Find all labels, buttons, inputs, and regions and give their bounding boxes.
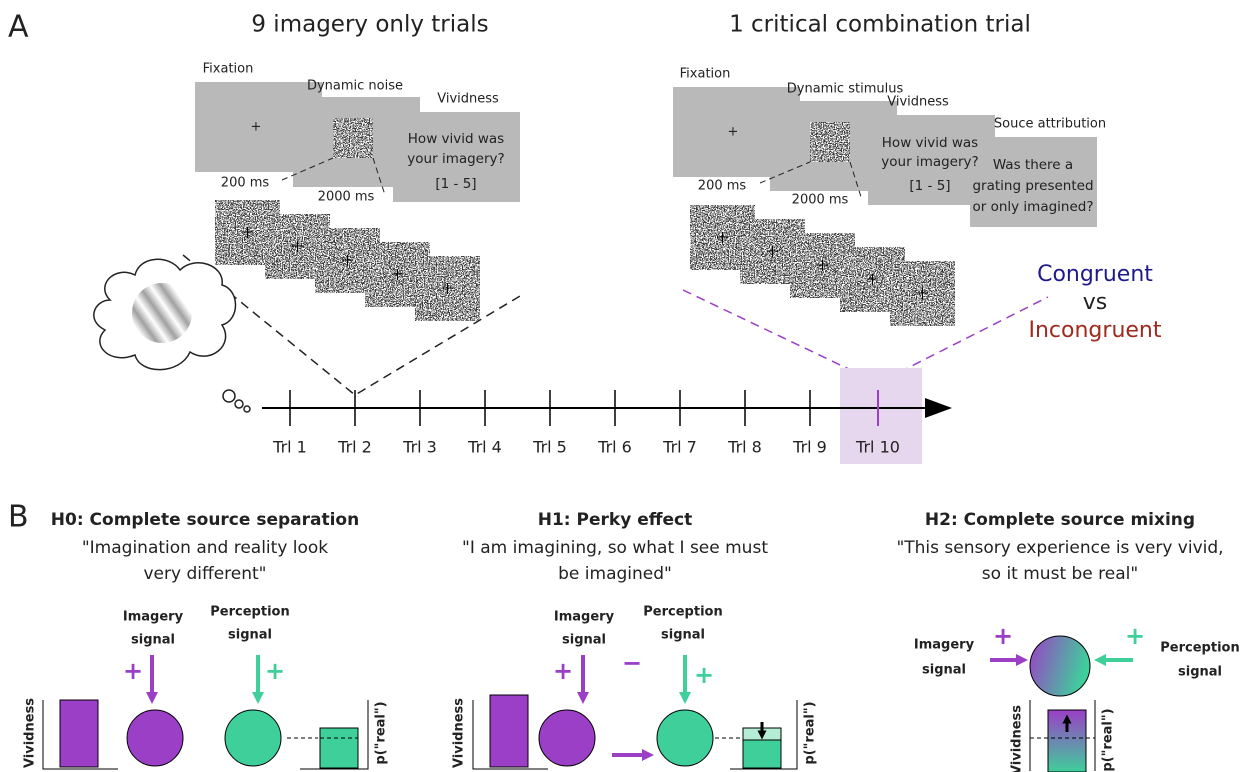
scale: [1 - 5] [435,176,476,192]
screen-label: Dynamic noise [307,79,403,94]
sign: + [694,661,714,689]
condition: Congruent [1037,262,1153,287]
signal-label: signal [131,633,175,648]
screen [393,112,520,202]
hypothesis-title: H0: Complete source separation [51,510,359,530]
fixation-cross [292,241,303,252]
h1-graphic [472,655,798,770]
fixation-cross [342,255,353,266]
sign: + [1125,622,1145,650]
hypothesis-title: H2: Complete source mixing [925,510,1195,530]
signal-label: Imagery [554,610,615,625]
signal-label: Perception [210,605,289,620]
hypothesis-quote: "Imagination and reality look [82,538,328,558]
question: your imagery? [881,154,978,170]
zoom-line [182,254,526,396]
condition: vs [1083,290,1107,315]
time: 2000 ms [792,193,849,208]
screen-label: Dynamic stimulus [787,82,904,97]
h0-graphic [42,655,369,770]
hypothesis-quote: very different" [144,564,267,584]
signal-label: Perception [1160,641,1239,656]
signal-label: Perception [643,605,722,620]
axis-label: Vividness [1010,705,1025,772]
signal-label: signal [661,628,705,643]
trial-label: Trl 4 [467,438,502,457]
signal-label: signal [1178,665,1222,680]
left-sequence: + Fixation Dynamic noise Vividness How v… [182,62,526,396]
thought-cloud [93,258,251,413]
trial-label: Trl 1 [272,438,307,457]
trial-label: Trl 9 [792,438,827,457]
trial-label: Trl 8 [727,438,762,457]
sign: + [993,622,1013,650]
trial-label: Trl 2 [337,438,372,457]
fixation-cross [242,227,253,238]
fixation-cross [817,260,828,271]
fixation-cross [442,283,453,294]
right-sequence: + Fixation Dynamic stimulus Vividness So… [673,67,1106,384]
fixation-cross [767,246,778,257]
fixation-cross: + [251,120,262,135]
hypothesis-quote: "I am imagining, so what I see must [462,538,768,558]
noise [810,122,850,162]
axis-label: p("real") [803,701,818,764]
hypothesis-quote: "This sensory experience is very vivid, [896,538,1223,558]
zoom-line [759,161,863,201]
signal-label: signal [922,663,966,678]
fixation-cross: + [728,125,739,140]
sign: + [265,657,285,685]
trial-label: Trl 6 [597,438,632,457]
panel-label: A [8,10,29,45]
time: 200 ms [698,179,747,194]
time: 200 ms [221,176,270,191]
attribution: grating presented [972,178,1093,194]
scale: [1 - 5] [909,178,950,194]
hypothesis-title: H1: Perky effect [538,510,693,530]
condition: Incongruent [1029,318,1162,343]
axis-label: p("real") [1101,708,1116,771]
sign: + [553,657,573,685]
sign: − [622,649,642,677]
signal-label: Imagery [123,610,184,625]
question: How vivid was [882,135,978,151]
trial-label: Trl 10 [855,438,900,457]
hypothesis-quote: so it must be real" [982,564,1138,584]
signal-label: signal [562,633,606,648]
screen [970,137,1097,227]
hypothesis-quote: be imagined" [558,564,672,584]
attribution: or only imagined? [972,199,1093,215]
h2-graphic [990,635,1133,772]
time: 2000 ms [318,190,375,205]
question: How vivid was [408,131,504,147]
axis-label: Vividness [452,698,467,768]
fixation-cross [867,274,878,285]
screen-label: Vividness [887,95,949,110]
trial-label: Trl 7 [662,438,697,457]
screen-label: Fixation [680,67,731,82]
highlight [840,368,922,464]
trial-label: Trl 3 [402,438,437,457]
axis-label: Vividness [23,698,38,768]
fixation-cross [392,269,403,280]
screen-label: Fixation [203,62,254,77]
question: your imagery? [407,151,504,167]
axis-label: p("real") [374,701,389,764]
noise [333,118,373,158]
fixation-cross [717,232,728,243]
title: 9 imagery only trials [251,12,488,38]
panel-label: B [8,500,29,535]
title: 1 critical combination trial [729,12,1031,38]
sign: + [123,657,143,685]
timeline-arrow [925,398,952,418]
screen-label: Souce attribution [994,117,1106,132]
attribution: Was there a [993,157,1073,173]
signal-label: Imagery [914,638,975,653]
screen-label: Vividness [437,92,499,107]
trial-label: Trl 5 [532,438,567,457]
fixation-cross [917,288,928,299]
signal-label: signal [228,628,272,643]
zoom-line [281,157,386,196]
